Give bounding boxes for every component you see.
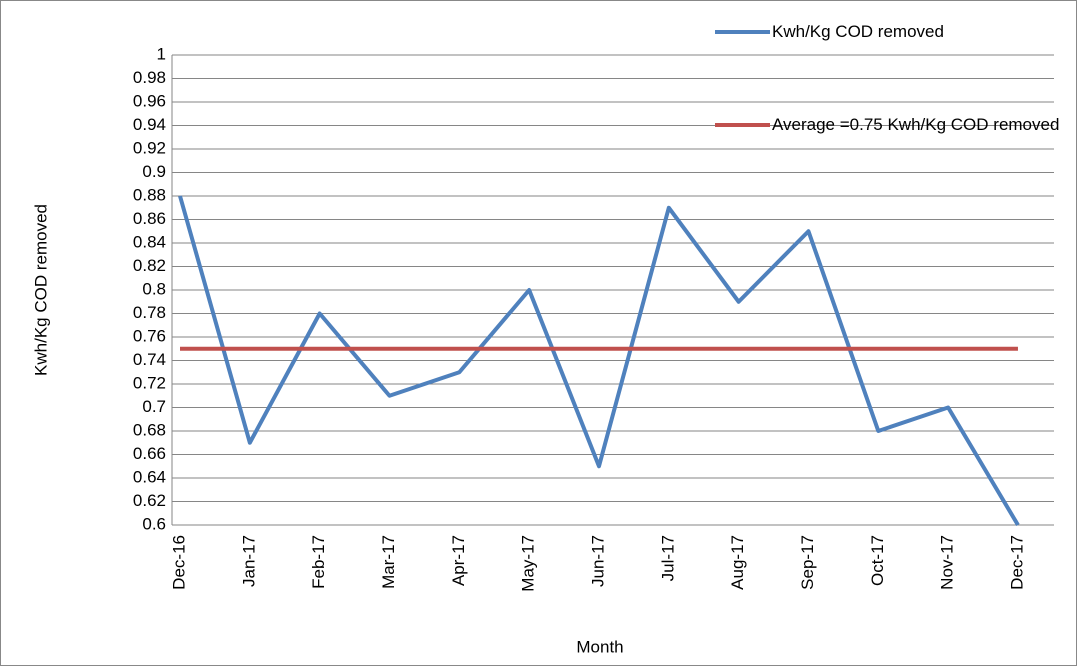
x-tick-label: Jul-17 (658, 535, 677, 581)
y-tick-label: 0.6 (142, 514, 166, 533)
y-tick-label: 0.94 (133, 115, 166, 134)
x-tick-label: Nov-17 (938, 535, 957, 590)
y-tick-label: 0.98 (133, 68, 166, 87)
y-tick-label: 0.92 (133, 138, 166, 157)
x-tick-label: Dec-16 (169, 535, 188, 590)
x-tick-label: Feb-17 (309, 535, 328, 589)
y-tick-label: 0.74 (133, 350, 166, 369)
y-tick-label: 0.66 (133, 444, 166, 463)
y-tick-label: 0.8 (142, 279, 166, 298)
x-tick-label: Aug-17 (728, 535, 747, 590)
x-axis-title: Month (576, 637, 623, 656)
x-tick-label: Oct-17 (868, 535, 887, 586)
y-tick-label: 0.72 (133, 373, 166, 392)
y-tick-label: 0.68 (133, 420, 166, 439)
x-tick-label: Mar-17 (379, 535, 398, 589)
y-tick-label: 0.9 (142, 162, 166, 181)
x-tick-label: Jun-17 (588, 535, 607, 587)
y-tick-label: 0.76 (133, 326, 166, 345)
y-tick-label: 0.78 (133, 303, 166, 322)
x-tick-label: Sep-17 (798, 535, 817, 590)
x-tick-label: Apr-17 (449, 535, 468, 586)
y-tick-label: 0.7 (142, 397, 166, 416)
y-tick-label: 1 (157, 44, 166, 63)
x-tick-label: May-17 (519, 535, 538, 592)
y-tick-label: 0.86 (133, 209, 166, 228)
y-tick-label: 0.96 (133, 91, 166, 110)
series-line (178, 195, 1020, 527)
x-tick-label: Jan-17 (239, 535, 258, 587)
legend-label: Kwh/Kg COD removed (772, 22, 944, 41)
y-tick-label: 0.82 (133, 256, 166, 275)
y-tick-label: 0.84 (133, 232, 166, 251)
y-tick-label: 0.62 (133, 491, 166, 510)
x-tick-label: Dec-17 (1007, 535, 1026, 590)
y-tick-label: 0.64 (133, 467, 166, 486)
legend-label: Average =0.75 Kwh/Kg COD removed (772, 115, 1060, 134)
y-axis-title: Kwh/Kg COD removed (31, 204, 50, 376)
y-tick-label: 0.88 (133, 185, 166, 204)
